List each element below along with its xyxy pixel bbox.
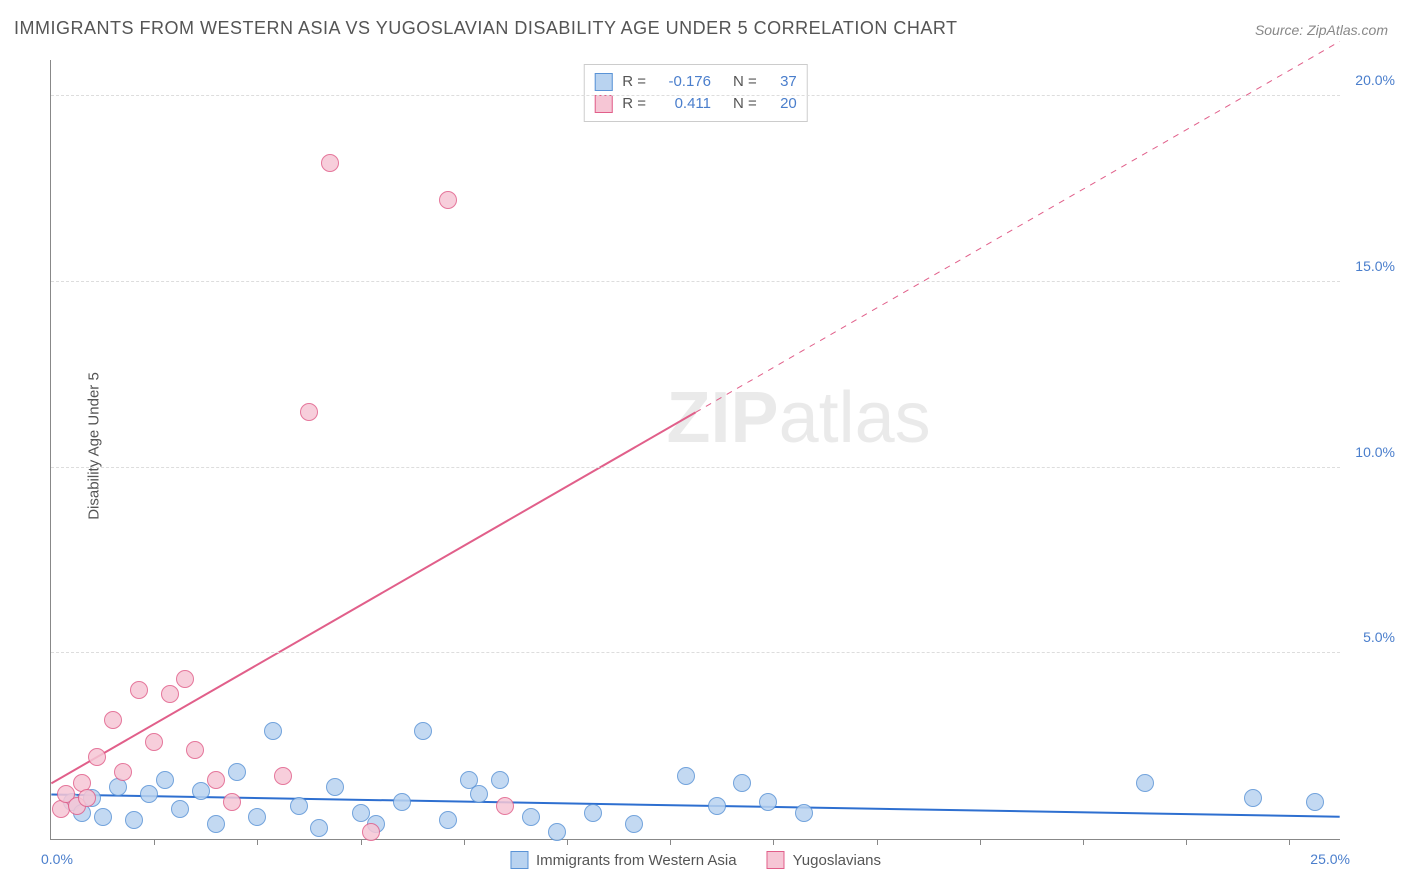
x-tick — [1289, 839, 1290, 845]
x-tick — [257, 839, 258, 845]
data-point — [321, 154, 339, 172]
watermark: ZIPatlas — [667, 377, 931, 459]
legend-r-value: 0.411 — [656, 93, 711, 115]
data-point — [310, 819, 328, 837]
trend-line — [51, 412, 695, 783]
data-point — [300, 403, 318, 421]
data-point — [352, 804, 370, 822]
x-tick — [154, 839, 155, 845]
data-point — [414, 722, 432, 740]
data-point — [130, 681, 148, 699]
legend-series-label: Yugoslavians — [793, 852, 881, 869]
x-tick — [361, 839, 362, 845]
data-point — [186, 741, 204, 759]
data-point — [274, 767, 292, 785]
legend-n-value: 37 — [767, 71, 797, 93]
data-point — [192, 782, 210, 800]
x-axis-max-label: 25.0% — [1310, 851, 1350, 867]
data-point — [393, 793, 411, 811]
data-point — [759, 793, 777, 811]
legend-n-label: N = — [733, 93, 757, 115]
legend-stats-box: R = -0.176 N = 37 R = 0.411 N = 20 — [583, 64, 808, 122]
data-point — [176, 670, 194, 688]
data-point — [114, 763, 132, 781]
watermark-bold: ZIP — [667, 378, 779, 458]
legend-swatch — [767, 851, 785, 869]
data-point — [625, 815, 643, 833]
data-point — [522, 808, 540, 826]
gridline — [51, 652, 1340, 653]
data-point — [496, 797, 514, 815]
data-point — [78, 789, 96, 807]
data-point — [156, 771, 174, 789]
gridline — [51, 95, 1340, 96]
legend-r-value: -0.176 — [656, 71, 711, 93]
data-point — [145, 733, 163, 751]
legend-item: Yugoslavians — [767, 851, 881, 869]
data-point — [207, 815, 225, 833]
data-point — [795, 804, 813, 822]
x-tick — [464, 839, 465, 845]
legend-swatch — [594, 95, 612, 113]
x-tick — [567, 839, 568, 845]
trend-line — [51, 794, 1339, 816]
data-point — [1306, 793, 1324, 811]
data-point — [733, 774, 751, 792]
y-tick-label: 20.0% — [1345, 72, 1395, 88]
legend-swatch — [594, 73, 612, 91]
legend-bottom: Immigrants from Western Asia Yugoslavians — [510, 851, 881, 869]
data-point — [1244, 789, 1262, 807]
trend-lines-layer — [51, 60, 1340, 839]
data-point — [470, 785, 488, 803]
data-point — [88, 748, 106, 766]
legend-series-label: Immigrants from Western Asia — [536, 852, 737, 869]
x-tick — [877, 839, 878, 845]
data-point — [161, 685, 179, 703]
data-point — [491, 771, 509, 789]
x-tick — [1083, 839, 1084, 845]
source-credit: Source: ZipAtlas.com — [1255, 22, 1388, 38]
data-point — [140, 785, 158, 803]
x-tick — [670, 839, 671, 845]
data-point — [248, 808, 266, 826]
legend-n-value: 20 — [767, 93, 797, 115]
data-point — [584, 804, 602, 822]
watermark-rest: atlas — [779, 378, 931, 458]
data-point — [264, 722, 282, 740]
legend-stat-row: R = 0.411 N = 20 — [594, 93, 797, 115]
data-point — [677, 767, 695, 785]
data-point — [94, 808, 112, 826]
data-point — [439, 811, 457, 829]
plot-area: ZIPatlas R =-0.176N =37R =0.411N =20 0.0… — [50, 60, 1340, 840]
x-tick — [773, 839, 774, 845]
data-point — [708, 797, 726, 815]
data-point — [290, 797, 308, 815]
chart-title: IMMIGRANTS FROM WESTERN ASIA VS YUGOSLAV… — [14, 18, 958, 39]
data-point — [439, 191, 457, 209]
gridline — [51, 281, 1340, 282]
data-point — [326, 778, 344, 796]
legend-r-label: R = — [622, 93, 646, 115]
data-point — [104, 711, 122, 729]
data-point — [548, 823, 566, 841]
data-point — [223, 793, 241, 811]
legend-item: Immigrants from Western Asia — [510, 851, 737, 869]
data-point — [125, 811, 143, 829]
legend-swatch — [510, 851, 528, 869]
y-tick-label: 15.0% — [1345, 258, 1395, 274]
y-tick-label: 10.0% — [1345, 444, 1395, 460]
legend-stat-row: R = -0.176 N = 37 — [594, 71, 797, 93]
data-point — [1136, 774, 1154, 792]
y-tick-label: 5.0% — [1345, 629, 1395, 645]
x-tick — [1186, 839, 1187, 845]
data-point — [362, 823, 380, 841]
legend-n-label: N = — [733, 71, 757, 93]
data-point — [207, 771, 225, 789]
x-axis-origin-label: 0.0% — [41, 851, 73, 867]
data-point — [228, 763, 246, 781]
data-point — [171, 800, 189, 818]
x-tick — [980, 839, 981, 845]
gridline — [51, 467, 1340, 468]
legend-r-label: R = — [622, 71, 646, 93]
